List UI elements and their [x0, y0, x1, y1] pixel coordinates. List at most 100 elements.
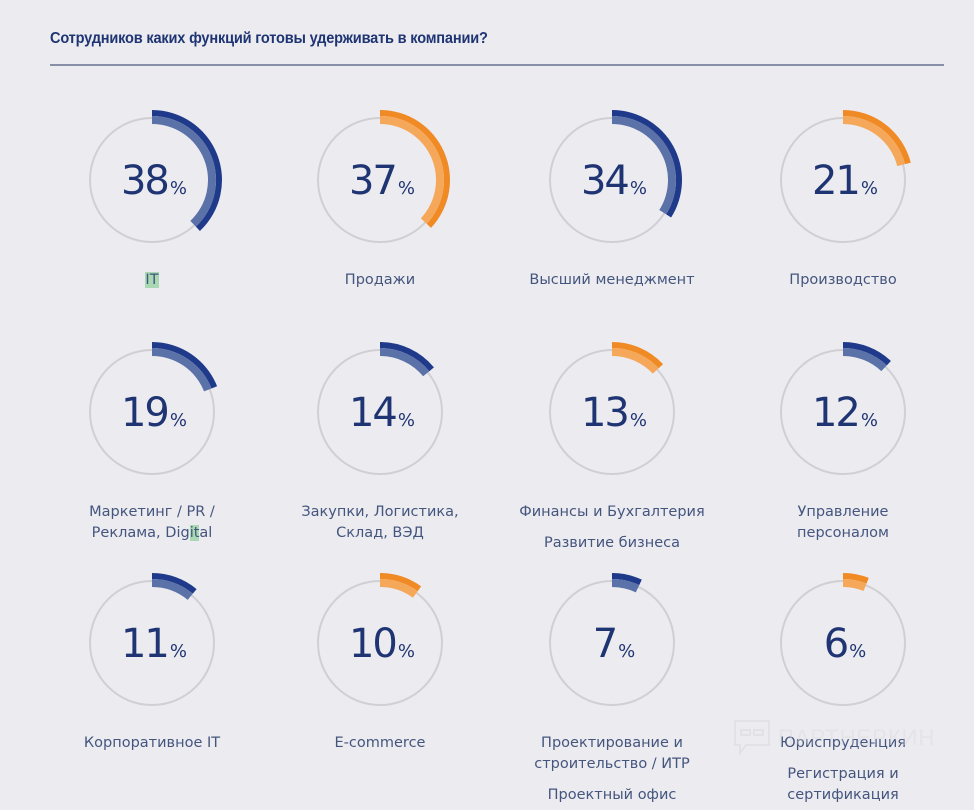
value-unit: % — [170, 641, 187, 662]
value-unit: % — [398, 178, 415, 199]
donut-arc-outer — [843, 342, 891, 366]
value-unit: % — [861, 178, 878, 199]
value-unit: % — [398, 641, 415, 662]
donut-arc-inner — [380, 348, 430, 377]
donut-arc-inner — [612, 116, 676, 215]
donut-arc-outer — [843, 573, 869, 584]
watermark-text: ПАРТНЕРКИН — [778, 725, 936, 750]
label-text: Высший менеджмент — [529, 272, 695, 288]
donut-arc-outer — [612, 110, 682, 218]
title-divider — [50, 64, 944, 66]
donut-arc-inner — [843, 116, 905, 167]
donut-arc-outer — [152, 342, 218, 389]
donut-item: 38% — [89, 110, 223, 243]
donut-label: Маркетинг / PR / Реклама, Digital — [42, 502, 262, 544]
donut-value: 34% — [581, 158, 647, 204]
donut-arc-outer — [152, 573, 197, 594]
donut-arc-inner — [152, 579, 193, 600]
donut-label: Управление персоналом — [733, 502, 953, 544]
donut-arc-outer — [380, 573, 422, 592]
donut-item: 37% — [317, 110, 450, 243]
donut-arc-outer — [843, 110, 911, 165]
donut-label: Закупки, Логистика, Склад, ВЭД — [270, 502, 490, 544]
label-extra: Регистрация и сертификация — [787, 766, 899, 803]
chat-bubble-icon — [734, 720, 770, 756]
donut-arc-inner — [612, 579, 640, 593]
label-extra: Развитие бизнеса — [543, 535, 681, 551]
donut-label: Юриспруденция Регистрация и сертификация — [733, 733, 953, 806]
label-extra: Проектный офис — [547, 787, 677, 803]
value-number: 13 — [581, 390, 628, 436]
value-unit: % — [170, 410, 187, 431]
donut-item: 7% — [549, 573, 675, 706]
value-number: 11 — [121, 621, 168, 667]
value-number: 19 — [121, 390, 168, 436]
donut-label: Высший менеджмент — [502, 270, 722, 291]
value-unit: % — [630, 178, 647, 199]
label-highlight: IT — [145, 272, 159, 288]
value-number: 7 — [593, 621, 616, 667]
donut-value: 14% — [349, 390, 415, 436]
donut-arc-inner — [843, 579, 867, 591]
value-unit: % — [398, 410, 415, 431]
donut-label: Продажи — [270, 270, 490, 291]
value-unit: % — [861, 410, 878, 431]
label-text: Производство — [789, 272, 897, 288]
donut-value: 13% — [581, 390, 647, 436]
donut-item: 21% — [780, 110, 911, 243]
donut-arc-outer — [612, 342, 664, 369]
value-unit: % — [170, 178, 187, 199]
donut-arc-inner — [152, 116, 216, 227]
label-text: Финансы и Бухгалтерия — [519, 504, 705, 520]
label-text: IT — [145, 272, 159, 288]
donut-value: 6% — [824, 621, 867, 667]
value-number: 12 — [812, 390, 859, 436]
label-text: Проектирование и строительство / ИТР — [534, 735, 690, 772]
value-number: 34 — [581, 158, 628, 204]
donut-arc-outer — [152, 110, 223, 232]
value-unit: % — [849, 641, 866, 662]
label-text: E-commerce — [334, 735, 426, 751]
donut-item: 13% — [549, 342, 675, 475]
donut-item: 12% — [780, 342, 906, 475]
donut-label: Производство — [733, 270, 953, 291]
donut-label: E-commerce — [270, 733, 490, 754]
donut-value: 7% — [593, 621, 636, 667]
donut-item: 11% — [89, 573, 215, 706]
donut-item: 6% — [780, 573, 906, 706]
donut-arc-outer — [380, 110, 450, 228]
donut-value: 19% — [121, 390, 187, 436]
value-unit: % — [630, 410, 647, 431]
label-text: Управление персоналом — [797, 504, 889, 541]
donut-value: 10% — [349, 621, 415, 667]
value-number: 10 — [349, 621, 396, 667]
value-unit: % — [618, 641, 635, 662]
label-highlight: it — [189, 525, 200, 541]
donut-item: 19% — [89, 342, 218, 475]
label-text: Маркетинг / PR / Реклама, Digital — [89, 504, 215, 541]
label-text: Юриспруденция — [780, 735, 906, 751]
donut-arc-inner — [380, 579, 418, 598]
donut-label: IT — [42, 270, 262, 291]
donut-label: Финансы и Бухгалтерия Развитие бизнеса — [502, 502, 722, 554]
donut-item: 10% — [317, 573, 443, 706]
chart-title: Сотрудников каких функций готовы удержив… — [50, 30, 488, 47]
value-number: 21 — [812, 158, 859, 204]
donut-value: 12% — [812, 390, 878, 436]
label-text: Закупки, Логистика, Склад, ВЭД — [301, 504, 459, 541]
value-number: 37 — [349, 158, 396, 204]
donut-arc-inner — [843, 348, 887, 372]
donut-arc-inner — [152, 348, 212, 392]
donut-value: 37% — [349, 158, 415, 204]
value-number: 38 — [121, 158, 168, 204]
donut-arc-outer — [612, 573, 642, 586]
label-text: Корпоративное IT — [83, 735, 221, 751]
donut-arc-inner — [380, 116, 444, 224]
donut-arc-outer — [380, 342, 434, 372]
donut-arc-inner — [612, 348, 659, 374]
value-number: 6 — [824, 621, 847, 667]
label-text: Продажи — [344, 272, 416, 288]
donut-label: Проектирование и строительство / ИТР Прое… — [502, 733, 722, 806]
donut-item: 14% — [317, 342, 443, 475]
